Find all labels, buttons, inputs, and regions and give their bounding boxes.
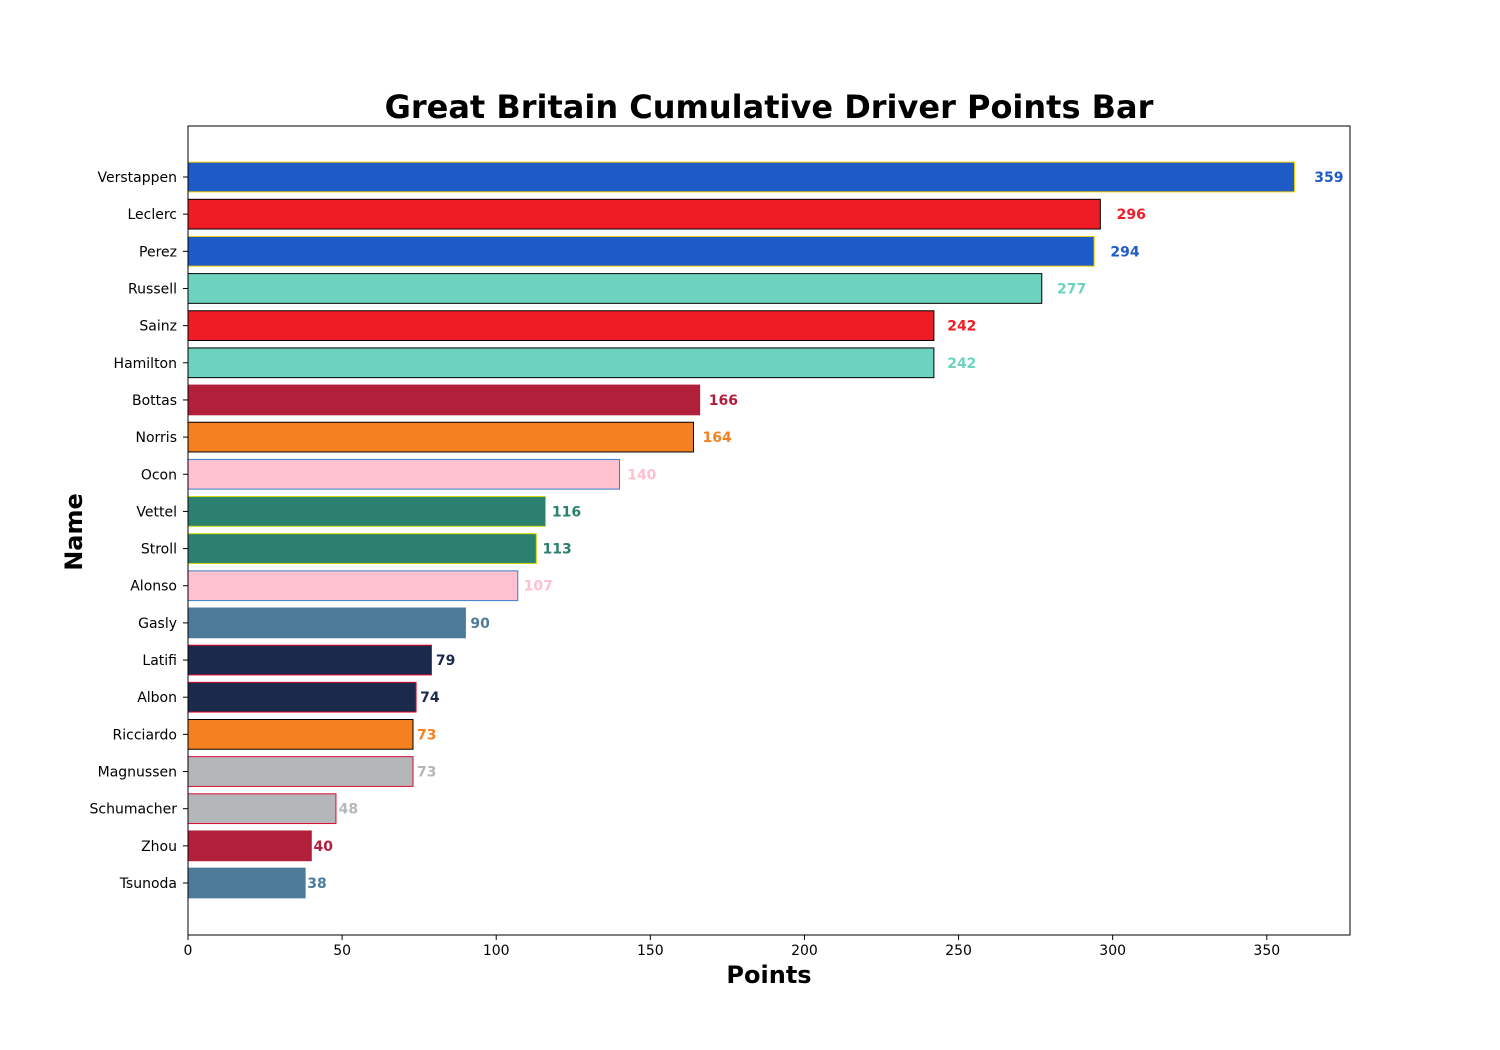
value-label: 90 [470,616,490,632]
value-label: 164 [703,430,732,446]
y-tick-label: Stroll [141,542,177,558]
x-ticks: 0 50 100 150 200 250 300 350 [184,935,1280,959]
y-tick-label: Zhou [141,839,177,855]
bar-vettel [187,496,547,527]
plot-frame [187,125,1351,936]
y-tick-label: Latifi [142,653,177,669]
bar-hamilton [187,347,935,379]
x-tick-label: 200 [791,943,818,959]
x-tick-label: 250 [945,943,972,959]
value-label: 294 [1110,244,1139,260]
value-label: 359 [1314,170,1343,186]
value-label: 296 [1117,207,1146,223]
value-label: 242 [947,356,976,372]
value-label: 79 [436,653,455,669]
value-label: 48 [339,802,358,818]
value-label: 74 [420,690,440,706]
bar-tsunoda [187,867,306,899]
bar-latifi [187,644,432,676]
y-tick-label: Vettel [136,504,177,520]
bar-sainz [187,310,935,341]
y-tick-label: Perez [139,244,177,260]
y-tick-label: Bottas [132,393,177,409]
x-tick-label: 100 [483,943,510,959]
bar-magnussen [187,756,414,787]
value-label: 277 [1057,281,1086,297]
value-label: 166 [709,393,738,409]
value-label: 242 [947,319,976,335]
bar-russell [187,273,1043,304]
x-tick-label: 350 [1253,943,1280,959]
y-tick-label: Schumacher [90,802,178,818]
x-axis-label: Points [726,961,811,989]
y-axis-label: Name [60,493,88,571]
y-tick-label: Verstappen [98,170,177,186]
bar-norris [187,421,694,453]
value-label: 113 [543,542,572,558]
bar-schumacher [187,793,337,825]
y-tick-label: Russell [128,281,177,297]
y-tick-label: Norris [136,430,178,446]
y-tick-label: Magnussen [98,765,177,781]
value-label: 116 [552,504,581,520]
bar-verstappen [187,161,1296,193]
bar-albon [187,681,417,713]
value-label: 73 [417,765,436,781]
bar-stroll [187,533,537,564]
x-tick-label: 150 [637,943,664,959]
y-tick-label: Ocon [141,467,177,483]
y-ticks: Verstappen Leclerc Perez Russell Sainz Hamilt… [90,170,188,892]
y-tick-label: Sainz [139,319,177,335]
x-tick-label: 50 [333,943,351,959]
y-tick-label: Hamilton [114,356,177,372]
y-tick-label: Albon [137,690,177,706]
x-tick-label: 0 [184,943,193,959]
value-label: 38 [307,876,326,892]
bar-ricciardo [187,719,414,750]
bar-zhou [187,830,312,862]
y-tick-label: Alonso [130,579,177,595]
bar-perez [187,235,1095,267]
chart-title: Great Britain Cumulative Driver Points B… [385,88,1154,126]
bar-bottas [187,384,701,416]
value-label: 40 [313,839,333,855]
x-tick-label: 300 [1099,943,1126,959]
y-tick-label: Gasly [138,616,177,632]
y-tick-label: Tsunoda [119,876,177,892]
bar-alonso [187,570,519,602]
value-labels: 359 296 294 277 242 242 166 164 140 116 113 107 90 79… [307,170,1343,892]
bar-ocon [187,458,621,490]
value-label: 107 [524,579,553,595]
y-tick-label: Ricciardo [113,727,177,743]
value-label: 73 [417,727,436,743]
value-label: 140 [627,467,656,483]
bar-leclerc [187,198,1101,230]
bars-layer [187,161,1296,899]
bar-gasly [187,607,466,639]
y-tick-label: Leclerc [127,207,177,223]
